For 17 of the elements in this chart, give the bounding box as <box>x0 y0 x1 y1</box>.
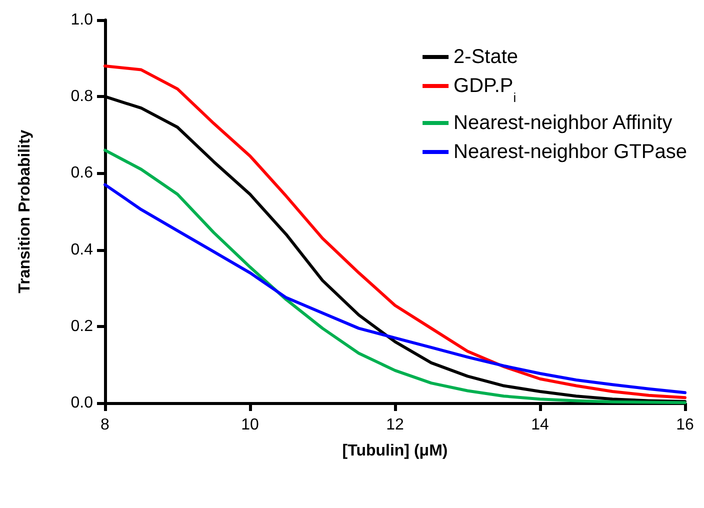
legend-label: 2-State <box>454 46 518 68</box>
line-series <box>104 183 686 394</box>
legend-label: Nearest-neighbor GTPase <box>454 141 688 163</box>
x-tick-label: 16 <box>676 416 694 434</box>
y-tick-label: 0.4 <box>70 241 94 258</box>
x-axis-title: [Tubulin] (μM) <box>342 442 448 460</box>
x-tick-label: 8 <box>100 416 110 434</box>
y-tick-label: 0.8 <box>70 88 94 106</box>
x-tick-label: 14 <box>531 416 549 434</box>
x-tick-label: 12 <box>386 416 404 434</box>
y-tick-label: 0.6 <box>70 164 94 182</box>
x-tick-label: 10 <box>241 416 259 434</box>
y-tick-label: 0.0 <box>70 394 94 412</box>
y-tick-label: 1.0 <box>70 12 94 28</box>
y-tick-label: 0.2 <box>70 318 94 335</box>
legend-label: Nearest-neighbor Affinity <box>454 112 672 134</box>
y-axis-title: Transition Probability <box>16 130 34 294</box>
